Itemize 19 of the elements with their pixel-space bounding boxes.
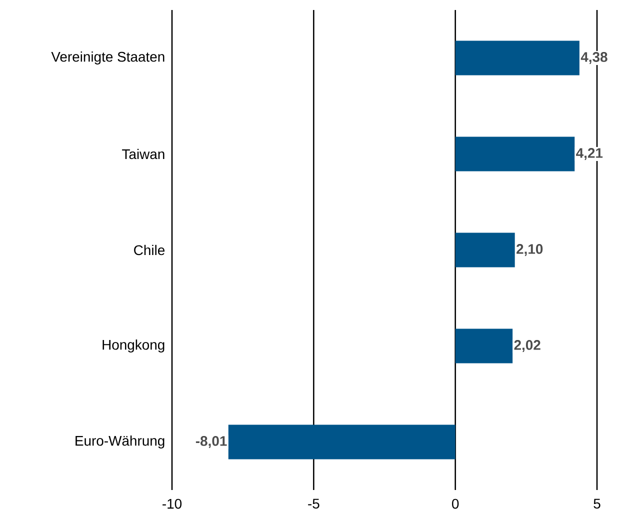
- bar: [455, 232, 515, 268]
- y-tick-label: Chile: [134, 244, 165, 256]
- bar: [455, 136, 575, 172]
- data-label: 2,10: [516, 244, 543, 256]
- y-tick-label: Taiwan: [122, 148, 164, 160]
- x-tick-label: -5: [308, 498, 320, 509]
- x-tick-label: 0: [452, 498, 459, 509]
- x-tick-label: -10: [162, 498, 182, 509]
- data-label: 4,21: [576, 148, 603, 160]
- data-label: -8,01: [196, 436, 227, 448]
- bar: [455, 40, 580, 76]
- bar: [228, 424, 456, 460]
- y-tick-label: Euro-Währung: [76, 436, 164, 449]
- x-tick-label: 5: [594, 498, 600, 509]
- y-tick-label: Hongkong: [102, 340, 164, 353]
- data-label: 2,02: [514, 340, 540, 352]
- bar: [455, 328, 513, 364]
- data-label: 4,38: [580, 52, 608, 64]
- y-tick-label: Vereinigte Staaten: [51, 52, 164, 64]
